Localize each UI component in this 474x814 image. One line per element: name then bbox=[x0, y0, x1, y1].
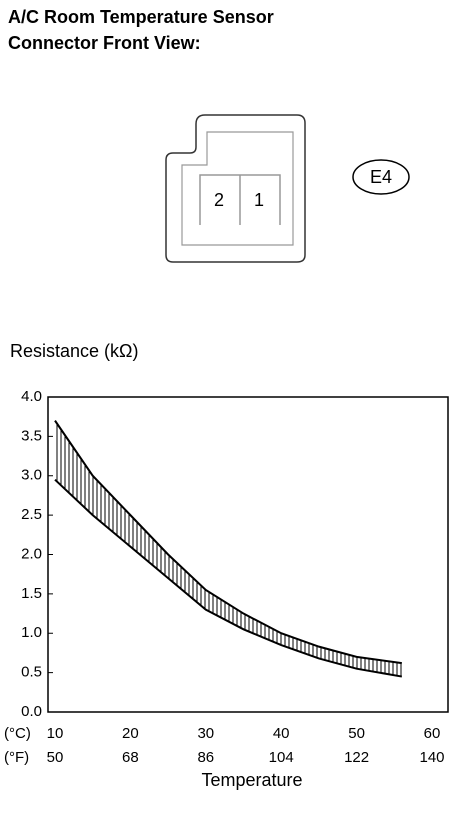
x-tick-label-f: 104 bbox=[269, 749, 294, 766]
y-tick-label: 2.5 bbox=[21, 506, 42, 523]
x-tick-label: 30 bbox=[197, 725, 214, 742]
x-tick-label-f: 50 bbox=[47, 749, 64, 766]
x-tick-label: 20 bbox=[122, 725, 139, 742]
y-tick-label: 0.5 bbox=[21, 664, 42, 681]
x-axis-label: Temperature bbox=[201, 770, 302, 790]
y-tick-label: 0.0 bbox=[21, 703, 42, 720]
pin-label: 2 bbox=[214, 190, 224, 210]
connector bbox=[165, 114, 306, 263]
x-tick-label: 40 bbox=[273, 725, 290, 742]
y-tick-label: 3.0 bbox=[21, 467, 42, 484]
y-axis-label: Resistance (kΩ) bbox=[10, 341, 139, 361]
x-tick-label-f: 122 bbox=[344, 749, 369, 766]
x-tick-label: 60 bbox=[424, 725, 441, 742]
pin-label: 1 bbox=[254, 190, 264, 210]
curve bbox=[54, 420, 402, 665]
y-tick-label: 1.0 bbox=[21, 624, 42, 641]
x-tick-label-f: 86 bbox=[197, 749, 214, 766]
x-unit-f: (°F) bbox=[4, 749, 29, 766]
title-line: A/C Room Temperature Sensor bbox=[8, 7, 274, 27]
x-tick-label-f: 68 bbox=[122, 749, 139, 766]
tolerance-band bbox=[55, 420, 402, 677]
y-tick-label: 3.5 bbox=[21, 427, 42, 444]
y-tick-label: 2.0 bbox=[21, 545, 42, 562]
connector-code-badge bbox=[352, 159, 410, 195]
title-line: Connector Front View: bbox=[8, 33, 201, 53]
curve bbox=[54, 478, 403, 678]
x-tick-label-f: 140 bbox=[419, 749, 444, 766]
connector-code: E4 bbox=[370, 167, 392, 187]
y-tick-label: 1.5 bbox=[21, 585, 42, 602]
y-tick-label: 4.0 bbox=[21, 388, 42, 405]
x-tick-label: 10 bbox=[47, 725, 64, 742]
x-tick-label: 50 bbox=[348, 725, 365, 742]
x-unit-c: (°C) bbox=[4, 725, 31, 742]
